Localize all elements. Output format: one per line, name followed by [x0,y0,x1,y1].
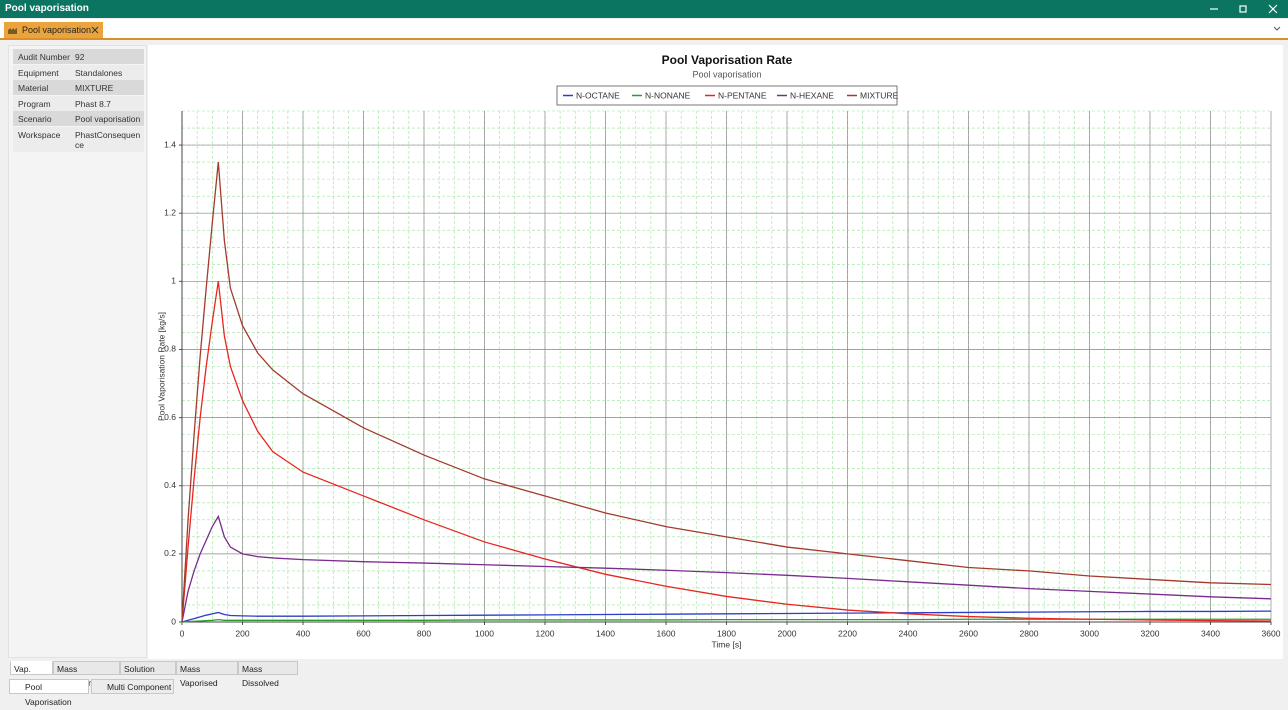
info-key: Program [18,98,51,109]
y-tick-label: 0.4 [164,480,176,490]
x-tick-label: 3400 [1201,628,1220,638]
y-tick-label: 1.2 [164,207,176,217]
x-tick-label: 2800 [1020,628,1039,638]
x-tick-label: 1600 [657,628,676,638]
info-panel: Audit Number 92 Equipment Standalones Materi… [8,45,147,658]
x-tick-label: 800 [417,628,431,638]
info-key: Equipment [18,67,59,78]
info-key: Scenario [18,114,52,124]
info-key: Audit Number [18,52,70,62]
info-value: 92 [75,52,85,62]
x-tick-label: 1000 [475,628,494,638]
window-controls[interactable] [1200,0,1288,18]
info-row: Workspace PhastConsequence [13,126,144,152]
series-line [181,610,1272,623]
document-tab[interactable]: Pool vaporisation [4,22,103,38]
dropdown[interactable] [1272,25,1282,33]
y-tick-label: 0.2 [164,548,176,558]
chart-subtitle: Pool vaporisation [692,69,761,79]
info-row: Scenario Pool vaporisation [13,111,144,126]
y-tick-label: 1 [171,276,176,286]
info-value: PhastConsequence [75,129,141,150]
legend-label[interactable]: N-HEXANE [790,90,834,100]
chart: Pool Vaporisation Rate Pool vaporisation… [148,45,1283,659]
info-value: Pool vaporisation [75,114,141,124]
x-tick-label: 2200 [838,628,857,638]
x-tick-label: 400 [296,628,310,638]
bottom-tab[interactable]: Pool Vaporisation [9,679,89,707]
window-title: Pool vaporisation [5,3,89,14]
x-tick-label: 1800 [717,628,736,638]
x-tick-label: 2600 [959,628,978,638]
chart-title: Pool Vaporisation Rate [662,53,793,67]
info-value: Standalones [75,67,123,78]
x-tick-label: 2000 [778,628,797,638]
chart-tab[interactable]: Vap. Rate [10,661,53,688]
bottom-tab[interactable]: Multi Component [91,679,174,694]
tab-strip: Pool vaporisation [0,19,1288,40]
x-tick-label: 1200 [536,628,555,638]
x-tick-label: 600 [356,628,370,638]
y-tick-label: 0.8 [164,344,176,354]
chart-tab[interactable]: Mass Dissolved [238,661,298,688]
chart-tab[interactable]: Mass Remaining [53,661,120,688]
info-row: Audit Number 92 [13,49,144,64]
legend-label[interactable]: N-OCTANE [576,90,620,100]
chart-tab[interactable]: Mass Vaporised [176,661,238,688]
info-value: MIXTURE [75,83,114,93]
info-row: Material MIXTURE [13,80,144,95]
info-row: Equipment Standalones [13,64,144,80]
legend-label[interactable]: MIXTURE [860,90,899,100]
info-row: Program Phast 8.7 [13,95,144,111]
x-tick-label: 0 [180,628,185,638]
legend-label[interactable]: N-PENTANE [718,90,767,100]
x-tick-label: 3000 [1080,628,1099,638]
series-line [181,618,1271,623]
x-tick-label: 3600 [1262,628,1281,638]
title-bar: Pool vaporisation [0,0,1288,18]
tab-label: Pool vaporisation [22,25,92,35]
y-tick-label: 0 [171,616,176,626]
y-tick-label: 0.6 [164,412,176,422]
info-key: Workspace [18,129,61,140]
series-line [181,162,1272,623]
y-tick-label: 1.4 [164,139,176,149]
tab-icon [8,28,17,34]
series-line [181,514,1272,623]
x-tick-label: 200 [235,628,249,638]
legend-box [556,85,898,106]
x-tick-label: 3200 [1141,628,1160,638]
tab-close[interactable] [91,26,99,34]
x-axis-label: Time [s] [712,639,742,649]
series-line [181,281,1272,623]
x-tick-label: 2400 [899,628,918,638]
info-value: Phast 8.7 [75,98,111,109]
chart-tab[interactable]: Solution Rate [120,661,176,688]
y-axis-label: Pool Vaporisation Rate [kg/s] [156,312,166,421]
info-key: Material [18,83,49,93]
x-tick-label: 1400 [596,628,615,638]
legend-label[interactable]: N-NONANE [645,90,691,100]
